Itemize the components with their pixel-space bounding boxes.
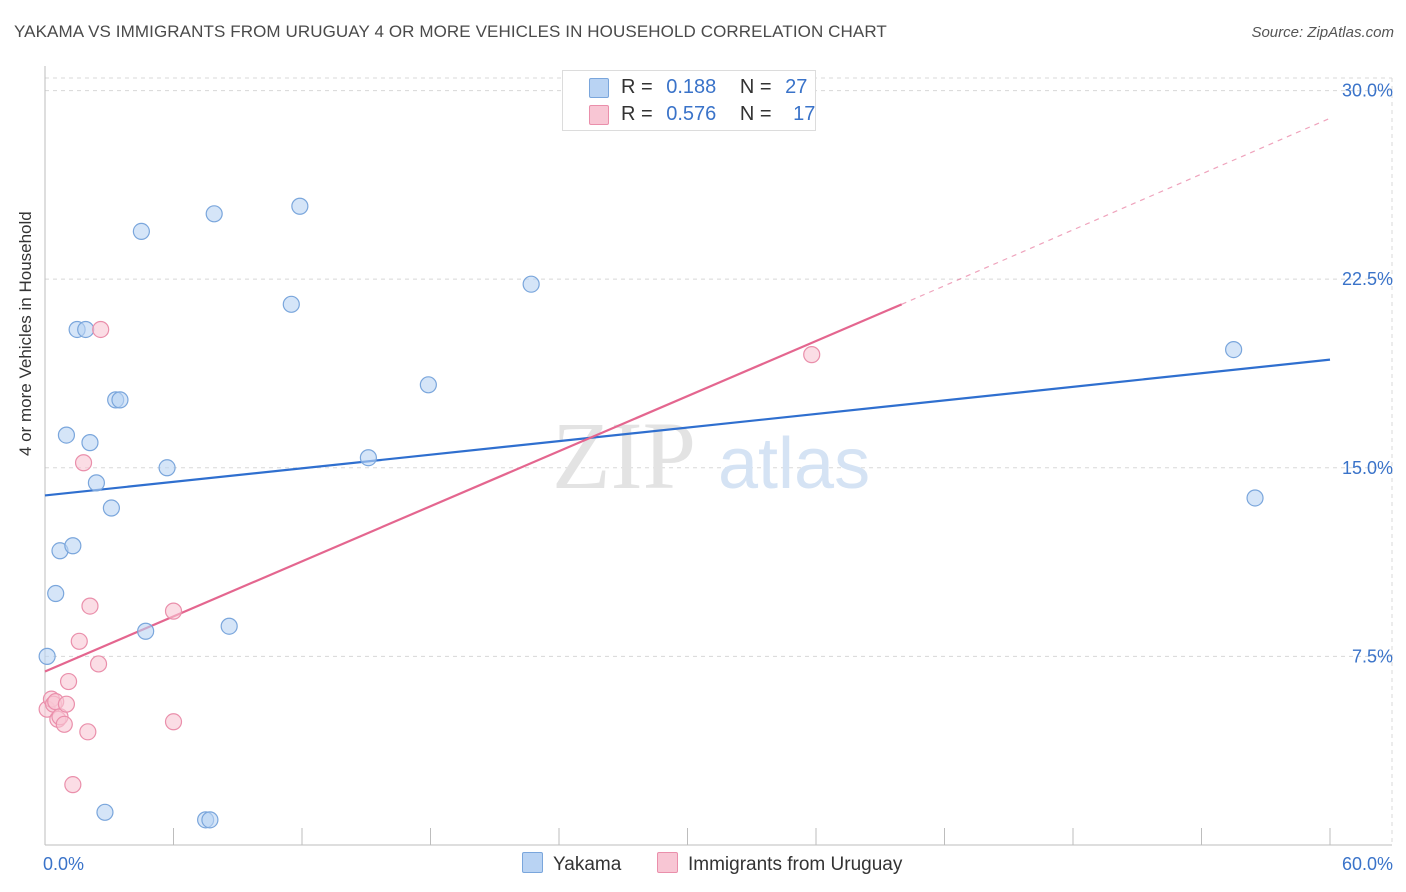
- point-yakama: [38, 647, 56, 665]
- point-yakama: [77, 320, 95, 339]
- legend-n-value: 17: [793, 103, 816, 125]
- point-uruguay: [803, 346, 821, 364]
- point-uruguay: [70, 632, 88, 650]
- point-uruguay: [79, 723, 97, 741]
- legend-n-value: 27: [785, 76, 808, 98]
- legend-r-value: 0.188: [666, 76, 717, 98]
- watermark-zip: ZIP: [552, 402, 696, 509]
- legend-n-label: N =: [739, 76, 772, 98]
- point-yakama: [158, 459, 176, 477]
- point-yakama: [64, 537, 82, 555]
- bottom-legend-label-yakama: Yakama: [553, 854, 622, 875]
- trend-line-uruguay: [44, 303, 903, 673]
- tick-labels: 7.5% 15.0% 22.5% 30.0% 0.0% 60.0%: [43, 81, 1393, 874]
- chart-title: YAKAMA VS IMMIGRANTS FROM URUGUAY 4 OR M…: [14, 22, 887, 41]
- watermark: ZIP atlas: [552, 402, 870, 509]
- point-yakama: [102, 499, 120, 517]
- bottom-legend-swatch-uruguay: [657, 852, 678, 873]
- data-points: [38, 197, 1264, 829]
- point-yakama: [1225, 340, 1243, 359]
- point-yakama: [1246, 489, 1264, 507]
- point-yakama: [359, 449, 377, 467]
- y-tick-label: 15.0%: [1342, 458, 1393, 478]
- point-yakama: [81, 434, 99, 452]
- x-tick-label: 60.0%: [1342, 854, 1393, 874]
- legend-n-label: N =: [739, 103, 772, 125]
- trend-lines: [44, 117, 1331, 673]
- trend-line-uruguay-extension: [901, 117, 1331, 305]
- point-uruguay: [81, 597, 99, 615]
- point-yakama: [522, 275, 540, 293]
- point-uruguay: [57, 695, 76, 713]
- point-yakama: [201, 811, 219, 829]
- point-yakama: [282, 295, 300, 313]
- y-tick-label: 22.5%: [1342, 269, 1393, 289]
- legend-r-label: R =: [621, 103, 653, 125]
- y-tick-label: 30.0%: [1342, 81, 1393, 101]
- point-yakama: [132, 222, 150, 240]
- point-yakama: [96, 803, 114, 821]
- point-uruguay: [74, 454, 93, 472]
- bottom-legend-yakama: Yakama: [522, 852, 621, 876]
- point-uruguay: [64, 776, 82, 794]
- legend-swatch-uruguay: [589, 105, 609, 125]
- point-yakama: [220, 617, 238, 635]
- legend-r-label: R =: [621, 76, 653, 98]
- point-yakama: [111, 391, 129, 409]
- bottom-legend-swatch-yakama: [522, 852, 543, 873]
- source-label: Source: ZipAtlas.com: [1251, 24, 1394, 41]
- point-uruguay: [164, 713, 183, 731]
- point-uruguay: [92, 320, 110, 339]
- legend-swatch-yakama: [589, 78, 609, 98]
- point-yakama: [205, 205, 223, 223]
- watermark-atlas: atlas: [718, 424, 870, 504]
- point-yakama: [291, 197, 309, 215]
- point-uruguay: [89, 655, 108, 673]
- point-yakama: [57, 426, 76, 444]
- point-uruguay: [164, 602, 183, 620]
- y-tick-label: 7.5%: [1352, 646, 1393, 666]
- trend-line-yakama: [44, 358, 1331, 497]
- point-yakama: [419, 376, 437, 394]
- stats-legend: R = 0.188 N = 27 R = 0.576 N = 17: [562, 70, 816, 131]
- point-yakama: [47, 584, 65, 603]
- x-tick-label: 0.0%: [43, 854, 84, 874]
- bottom-legend-label-uruguay: Immigrants from Uruguay: [688, 854, 903, 875]
- point-yakama: [87, 474, 106, 492]
- legend-r-value: 0.576: [666, 103, 717, 125]
- point-yakama: [137, 622, 155, 640]
- point-uruguay: [59, 672, 78, 691]
- bottom-legend-uruguay: Immigrants from Uruguay: [657, 852, 902, 876]
- point-uruguay: [55, 715, 73, 733]
